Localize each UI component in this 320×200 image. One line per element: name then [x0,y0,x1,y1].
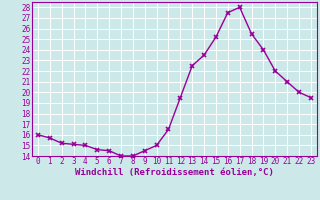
X-axis label: Windchill (Refroidissement éolien,°C): Windchill (Refroidissement éolien,°C) [75,168,274,177]
